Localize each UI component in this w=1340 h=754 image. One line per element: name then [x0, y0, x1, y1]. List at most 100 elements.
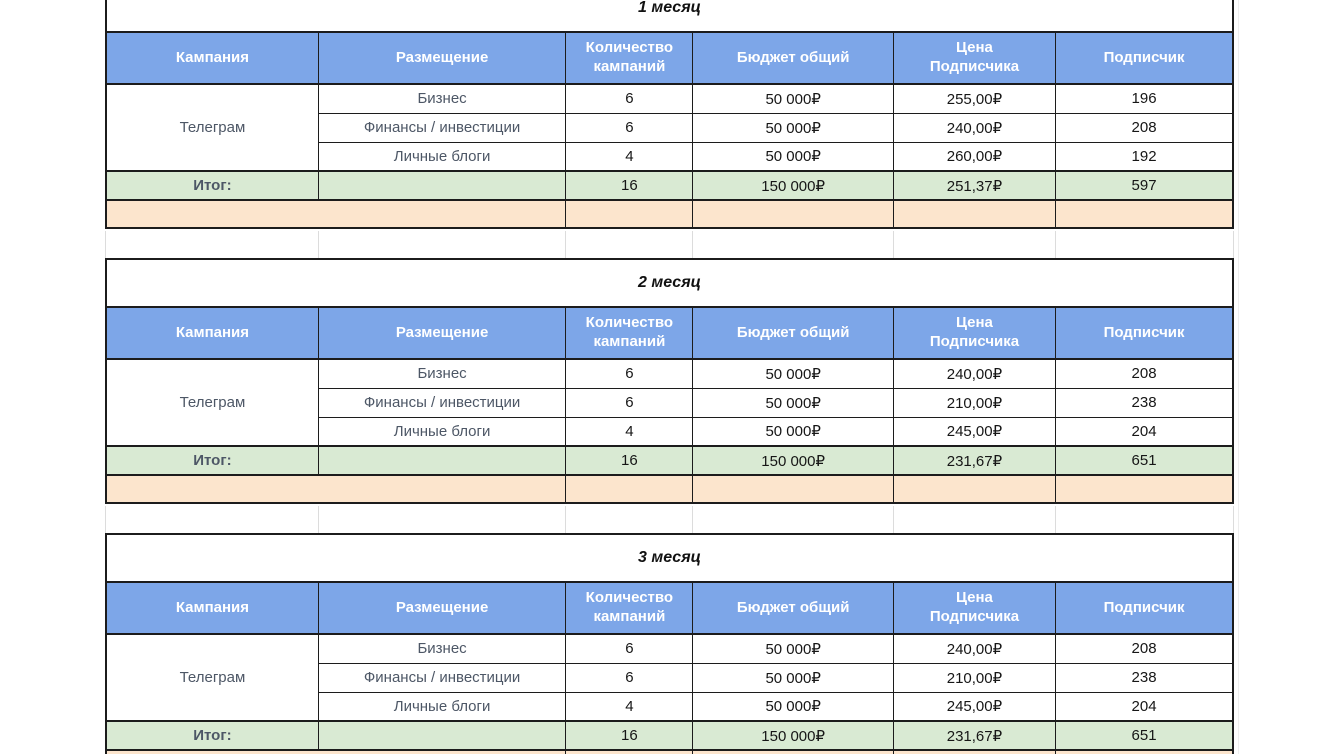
col-header-price: Цена Подписчика [892, 306, 1057, 360]
budget-cell: 50 000₽ [692, 691, 894, 722]
col-header-placement: Размещение [317, 31, 567, 85]
empty-cell [105, 749, 567, 754]
count-cell: 6 [565, 358, 694, 389]
total-price-cell: 231,67₽ [892, 720, 1057, 751]
placement-cell: Финансы / инвестиции [317, 662, 567, 693]
total-label: Итог: [105, 170, 319, 201]
placement-cell: Бизнес [317, 358, 567, 389]
col-header-campaign: Кампания [105, 306, 319, 360]
col-header-count: Количество кампаний [565, 306, 694, 360]
table-row: Личные блоги 4 50 000₽ 245,00₽ 204 [106, 691, 1234, 722]
price-cell: 255,00₽ [892, 83, 1057, 114]
table-title: 3 месяц [105, 533, 1234, 583]
budget-cell: 50 000₽ [692, 112, 894, 143]
col-header-subscribers: Подписчик [1055, 581, 1234, 635]
col-header-price: Цена Подписчика [892, 31, 1057, 85]
total-count-cell: 16 [565, 720, 694, 751]
placement-cell: Бизнес [317, 633, 567, 664]
price-cell: 240,00₽ [892, 358, 1057, 389]
empty-cell [692, 749, 894, 754]
faint-gridline [893, 506, 894, 533]
price-cell: 245,00₽ [892, 691, 1057, 722]
month-table-2: 2 месяц Кампания Размещение Количество к… [105, 258, 1234, 504]
table-title-row: 1 месяц [105, 0, 1234, 33]
col-header-budget: Бюджет общий [692, 581, 894, 635]
col-header-budget: Бюджет общий [692, 31, 894, 85]
subscribers-cell: 208 [1055, 358, 1234, 389]
budget-cell: 50 000₽ [692, 416, 894, 447]
month-table-3: 3 месяц Кампания Размещение Количество к… [105, 533, 1234, 754]
total-label: Итог: [105, 445, 319, 476]
col-header-campaign: Кампания [105, 31, 319, 85]
count-cell: 6 [565, 83, 694, 114]
budget-cell: 50 000₽ [692, 662, 894, 693]
empty-cell [892, 749, 1057, 754]
table-row: Финансы / инвестиции 6 50 000₽ 210,00₽ 2… [106, 662, 1234, 693]
faint-gridline [1055, 506, 1056, 533]
budget-cell: 50 000₽ [692, 358, 894, 389]
budget-cell: 50 000₽ [692, 83, 894, 114]
empty-cell [317, 170, 567, 201]
col-header-count: Количество кампаний [565, 31, 694, 85]
price-cell: 210,00₽ [892, 387, 1057, 418]
faint-gridline [1233, 506, 1234, 533]
faint-gridline [318, 231, 319, 258]
total-count-cell: 16 [565, 170, 694, 201]
grid-gap-strip [105, 506, 1234, 533]
subscribers-cell: 238 [1055, 387, 1234, 418]
table-row: Телеграм Бизнес 6 50 000₽ 240,00₽ 208 [105, 633, 1234, 722]
subscribers-cell: 208 [1055, 112, 1234, 143]
table-header-row: Кампания Размещение Количество кампаний … [105, 306, 1234, 360]
placement-cell: Финансы / инвестиции [317, 112, 567, 143]
budget-cell: 50 000₽ [692, 387, 894, 418]
faint-gridline [692, 231, 693, 258]
placement-cell: Личные блоги [317, 691, 567, 722]
subscribers-cell: 238 [1055, 662, 1234, 693]
count-cell: 4 [565, 141, 694, 172]
col-header-subscribers: Подписчик [1055, 306, 1234, 360]
total-budget-cell: 150 000₽ [692, 170, 894, 201]
spacer-row [105, 474, 1234, 504]
count-cell: 4 [565, 416, 694, 447]
table-title: 1 месяц [105, 0, 1234, 33]
placement-cell: Личные блоги [317, 416, 567, 447]
faint-gridline [1055, 231, 1056, 258]
placement-cell: Бизнес [317, 83, 567, 114]
empty-cell [317, 445, 567, 476]
table-row: Финансы / инвестиции 6 50 000₽ 240,00₽ 2… [106, 112, 1234, 143]
total-label: Итог: [105, 720, 319, 751]
subscribers-cell: 192 [1055, 141, 1234, 172]
faint-gridline [1238, 0, 1239, 754]
total-subscribers-cell: 597 [1055, 170, 1234, 201]
spacer-row [105, 199, 1234, 229]
subscribers-cell: 204 [1055, 416, 1234, 447]
price-cell: 210,00₽ [892, 662, 1057, 693]
month-table-1: 1 месяц Кампания Размещение Количество к… [105, 0, 1234, 229]
count-cell: 6 [565, 112, 694, 143]
count-cell: 6 [565, 633, 694, 664]
empty-cell [892, 474, 1057, 504]
table-title-row: 2 месяц [105, 258, 1234, 308]
campaign-cell: Телеграм [105, 358, 319, 447]
table-row: Личные блоги 4 50 000₽ 260,00₽ 192 [106, 141, 1234, 172]
col-header-count: Количество кампаний [565, 581, 694, 635]
placement-cell: Финансы / инвестиции [317, 387, 567, 418]
campaign-cell: Телеграм [105, 633, 319, 722]
count-cell: 6 [565, 387, 694, 418]
faint-gridline [105, 231, 106, 258]
placement-cell: Личные блоги [317, 141, 567, 172]
col-header-budget: Бюджет общий [692, 306, 894, 360]
campaign-cell: Телеграм [105, 83, 319, 172]
table-title-row: 3 месяц [105, 533, 1234, 583]
total-subscribers-cell: 651 [1055, 445, 1234, 476]
subscribers-cell: 208 [1055, 633, 1234, 664]
count-cell: 6 [565, 662, 694, 693]
grid-gap-strip [105, 231, 1234, 258]
total-row: Итог: 16 150 000₽ 231,67₽ 651 [105, 445, 1234, 476]
table-row: Телеграм Бизнес 6 50 000₽ 240,00₽ 208 [105, 358, 1234, 447]
empty-cell [105, 474, 567, 504]
price-cell: 240,00₽ [892, 112, 1057, 143]
price-cell: 260,00₽ [892, 141, 1057, 172]
empty-cell [1055, 749, 1234, 754]
